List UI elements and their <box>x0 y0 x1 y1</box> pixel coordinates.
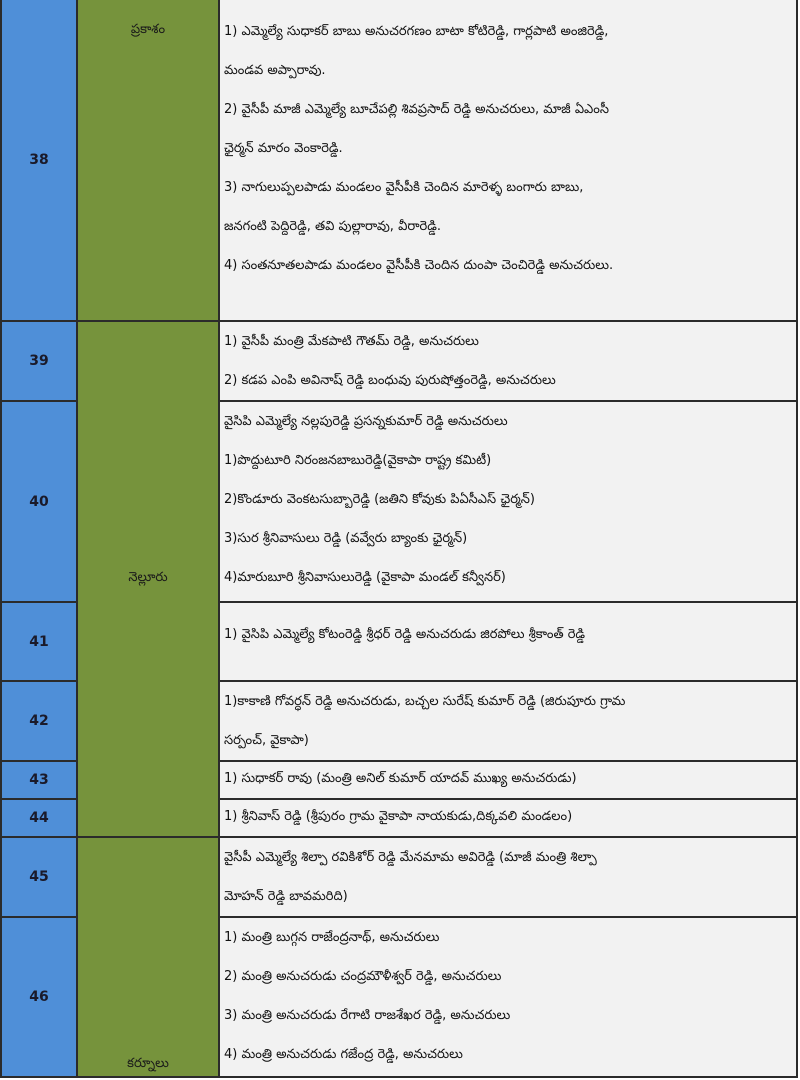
table-row: 38 ప్రకాశం 1) ఎమ్మెల్యే సుధాకర్ బాబు అను… <box>0 0 798 322</box>
table-row: 39 నెల్లూరు 1) వైసీపీ మంత్రి మేకపాటి గౌత… <box>0 320 798 838</box>
detail-line: 4)మారుబూరి శ్రీనివాసులురెడ్డి (వైకాపా మం… <box>224 570 506 585</box>
table-row: 40 వైసిపి ఎమ్మెల్యే నల్లపురెడ్డి ప్రసన్న… <box>0 400 798 603</box>
detail-line: 4) మంత్రి అనుచరుడు గజేంద్ర రెడ్డి, అనుచర… <box>224 1047 463 1062</box>
details-cell: 1) ఎమ్మెల్యే సుధాకర్ బాబు అనుచరగణం బాటా … <box>218 0 798 322</box>
district-cell: కర్నూలు <box>76 836 220 1078</box>
row-number: 43 <box>0 760 78 800</box>
detail-line: 2)కొండూరు వెంకటసుబ్బారెడ్డి (జతిని కోవుక… <box>224 492 535 507</box>
detail-line: 3) మంత్రి అనుచరుడు రేగాటి రాజశేఖర రెడ్డి… <box>224 1008 511 1023</box>
row-number: 44 <box>0 798 78 838</box>
details-cell: 1) శ్రీనివాస్ రెడ్డి (శ్రీపురం గ్రామ వైక… <box>218 798 798 838</box>
row-number: 40 <box>0 400 78 603</box>
detail-line: 3) నాగులుప్పలపాడు మండలం వైసీపీకి చెందిన … <box>224 180 584 195</box>
detail-line: 2) మంత్రి అనుచరుడు చంద్రమౌళీశ్వర్ రెడ్డి… <box>224 969 502 984</box>
table-row: 44 1) శ్రీనివాస్ రెడ్డి (శ్రీపురం గ్రామ … <box>0 798 798 838</box>
table-row: 45 కర్నూలు వైసీపీ ఎమ్మెల్యే శిల్పా రవికి… <box>0 836 798 1078</box>
table-row: 46 1) మంత్రి బుగ్గన రాజేంద్రనాథ్, అనుచరు… <box>0 916 798 1078</box>
detail-line: 1) వైసీపీ మంత్రి మేకపాటి గౌతమ్ రెడ్డి, అ… <box>224 334 479 349</box>
details-cell: 1) వైసీపీ మంత్రి మేకపాటి గౌతమ్ రెడ్డి, అ… <box>218 320 798 402</box>
row-number: 41 <box>0 601 78 682</box>
row-number: 42 <box>0 680 78 762</box>
detail-line: 1) శ్రీనివాస్ రెడ్డి (శ్రీపురం గ్రామ వైక… <box>224 809 573 824</box>
detail-line: జనగంటి పెద్దిరెడ్డి, తవి పుల్లారావు, వీర… <box>224 219 441 234</box>
row-number: 46 <box>0 916 78 1078</box>
detail-line: 1) ఎమ్మెల్యే సుధాకర్ బాబు అనుచరగణం బాటా … <box>224 24 609 39</box>
district-cell: నెల్లూరు <box>76 320 220 838</box>
row-number: 39 <box>0 320 78 402</box>
details-cell: వైసీపీ ఎమ్మెల్యే శిల్పా రవికిశోర్ రెడ్డి… <box>218 836 798 918</box>
detail-line: 1)కాకాణి గోవర్ధన్ రెడ్డి అనుచరుడు, బచ్చల… <box>224 694 626 709</box>
district-cell: ప్రకాశం <box>76 0 220 322</box>
detail-line: మండవ అప్పారావు. <box>224 63 326 78</box>
detail-line: ఛైర్మన్ మారం వెంకారెడ్డి. <box>224 141 343 156</box>
details-cell: 1) సుధాకర్ రావు (మంత్రి అనిల్ కుమార్ యాద… <box>218 760 798 800</box>
detail-line: వైసిపి ఎమ్మెల్యే నల్లపురెడ్డి ప్రసన్నకుమ… <box>224 414 508 429</box>
detail-line: 1) మంత్రి బుగ్గన రాజేంద్రనాథ్, అనుచరులు <box>224 930 440 945</box>
details-cell: 1) మంత్రి బుగ్గన రాజేంద్రనాథ్, అనుచరులు … <box>218 916 798 1078</box>
row-number: 38 <box>0 0 78 322</box>
table-row: 42 1)కాకాణి గోవర్ధన్ రెడ్డి అనుచరుడు, బచ… <box>0 680 798 762</box>
details-cell: వైసిపి ఎమ్మెల్యే నల్లపురెడ్డి ప్రసన్నకుమ… <box>218 400 798 603</box>
detail-line: 3)సుర శ్రీనివాసులు రెడ్డి (వవ్వేరు బ్యాం… <box>224 531 468 546</box>
detail-line: 1) వైసిపి ఎమ్మెల్యే కోటంరెడ్డి శ్రీధర్ ర… <box>224 627 586 642</box>
detail-line: వైసీపీ ఎమ్మెల్యే శిల్పా రవికిశోర్ రెడ్డి… <box>224 850 597 865</box>
details-cell: 1)కాకాణి గోవర్ధన్ రెడ్డి అనుచరుడు, బచ్చల… <box>218 680 798 762</box>
detail-line: 2) కడప ఎంపి అవినాష్ రెడ్డి బంధువు పురుషో… <box>224 373 556 388</box>
table-row: 41 1) వైసిపి ఎమ్మెల్యే కోటంరెడ్డి శ్రీధర… <box>0 601 798 682</box>
detail-line: మోహన్ రెడ్డి బావమరిది) <box>224 889 348 904</box>
detail-line: 1) సుధాకర్ రావు (మంత్రి అనిల్ కుమార్ యాద… <box>224 771 577 786</box>
detail-line: 4) సంతనూతలపాడు మండలం వైసీపీకి చెందిన దుం… <box>224 258 614 273</box>
detail-line: 1)పొద్దుటూరి నిరంజనబాబురెడ్డి(వైకాపా రాష… <box>224 453 492 468</box>
detail-line: 2) వైసీపీ మాజీ ఎమ్మెల్యే బూచేపల్లి శివప్… <box>224 102 610 117</box>
row-number: 45 <box>0 836 78 918</box>
detail-line: సర్పంచ్, వైకాపా) <box>224 733 309 748</box>
details-cell: 1) వైసిపి ఎమ్మెల్యే కోటంరెడ్డి శ్రీధర్ ర… <box>218 601 798 682</box>
table-row: 43 1) సుధాకర్ రావు (మంత్రి అనిల్ కుమార్ … <box>0 760 798 800</box>
